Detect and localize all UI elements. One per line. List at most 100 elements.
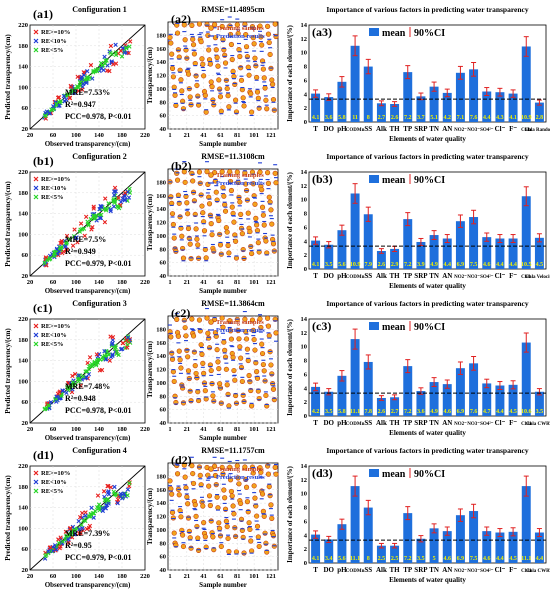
bar-value-label: 5.8 — [338, 115, 346, 121]
training-sample-point — [254, 74, 260, 81]
training-sample-point — [238, 355, 244, 361]
series-y-tick-label: 160 — [156, 193, 166, 200]
training-sample-point — [210, 534, 216, 540]
bar-category-label: SS — [364, 419, 372, 427]
bar-y-tick-label: 12 — [301, 36, 308, 43]
training-sample-point — [168, 486, 174, 492]
training-sample-point — [238, 500, 244, 507]
training-sample-point — [216, 366, 222, 372]
scatter-point — [54, 399, 59, 404]
training-sample-point — [195, 535, 201, 541]
training-sample-point — [224, 523, 230, 530]
scatter-point — [98, 60, 104, 66]
bar-category-label: TN — [429, 125, 439, 133]
training-sample-point — [201, 520, 207, 526]
bar-category-label: pH — [337, 272, 347, 280]
bar-y-tick-label: 4 — [304, 238, 308, 245]
training-sample-point — [273, 330, 279, 336]
scatter-point — [95, 66, 101, 72]
training-sample-point — [215, 63, 221, 69]
bar-value-label: 11.1 — [350, 409, 360, 415]
training-sample-point — [209, 530, 215, 536]
scatter-point — [91, 68, 96, 74]
training-sample-point — [214, 347, 220, 353]
bar-title: Importance of various factors in predict… — [326, 446, 529, 455]
scatter-point — [84, 526, 90, 532]
scatter-point — [118, 48, 124, 54]
training-sample-point — [169, 211, 176, 217]
training-sample-point — [182, 179, 188, 185]
scatter-legend-marker — [33, 323, 39, 329]
scatter-point — [106, 201, 111, 206]
training-sample-point — [252, 347, 258, 353]
training-sample-point — [260, 66, 266, 72]
scatter-y-axis-label: Predicted transparency/(cm) — [4, 328, 12, 414]
training-sample-point — [243, 336, 250, 342]
training-sample-point — [262, 85, 268, 91]
scatter-point — [81, 374, 86, 379]
bar-legend-label-mean: mean — [382, 175, 406, 186]
bar-category-label: T — [313, 419, 318, 427]
training-sample-point — [219, 464, 225, 471]
series-x-axis-label: Sample number — [199, 287, 247, 295]
series-y-tick-label: 60 — [160, 113, 167, 120]
bar-y-axis-label: Importance of each element/(%) — [286, 172, 294, 269]
bar-value-label: 4.4 — [509, 262, 517, 268]
series-legend-label-prediction: Prediction results — [216, 180, 265, 187]
training-sample-point — [250, 181, 256, 187]
scatter-point — [85, 74, 90, 80]
training-sample-point — [206, 335, 212, 341]
training-sample-point — [215, 505, 221, 511]
training-sample-point — [190, 480, 197, 487]
training-sample-point — [178, 77, 184, 83]
bar-value-label: 6.9 — [457, 262, 465, 268]
training-sample-point — [221, 339, 227, 345]
training-sample-point — [178, 225, 184, 231]
training-sample-point — [199, 203, 205, 209]
scatter-point — [83, 214, 89, 220]
training-sample-point — [238, 77, 245, 83]
training-sample-point — [264, 315, 271, 321]
series-legend-marker-training — [208, 466, 214, 472]
scatter-point — [113, 50, 119, 55]
scatter-point — [94, 352, 100, 357]
scatter-point — [88, 62, 94, 68]
scatter-y-tick-label: 220 — [18, 316, 28, 323]
scatter-point — [76, 531, 82, 536]
bar-mean — [508, 93, 518, 122]
series-y-tick-label: 40 — [160, 567, 167, 574]
training-sample-point — [206, 201, 213, 207]
bar-value-label: 4.2 — [444, 115, 452, 121]
scatter-point — [127, 39, 133, 44]
bar-category-label: Alk — [376, 419, 387, 427]
training-sample-point — [185, 71, 192, 77]
bar-mean — [455, 515, 465, 563]
training-sample-point — [217, 86, 223, 92]
scatter-point — [108, 485, 114, 490]
training-sample-point — [200, 61, 206, 67]
bar-value-label: 7.5 — [470, 262, 478, 268]
scatter-point — [76, 373, 81, 378]
bar-category-label: F⁻ — [509, 566, 517, 574]
training-sample-point — [243, 44, 250, 50]
training-sample-point — [170, 515, 176, 521]
scatter-y-tick-label: 220 — [18, 169, 28, 176]
training-sample-point — [249, 548, 255, 554]
bar-y-tick-label: 14 — [301, 316, 308, 323]
series-x-tick-label: 21 — [184, 279, 191, 286]
bar-mean — [403, 72, 413, 122]
series-y-tick-label: 160 — [156, 487, 166, 494]
series-y-tick-label: 120 — [156, 73, 166, 80]
scatter-point — [113, 492, 119, 497]
scatter-point — [72, 527, 77, 532]
bar-mean — [508, 238, 518, 269]
bar-category-label: TH — [390, 419, 401, 427]
scatter-point — [70, 373, 75, 379]
training-sample-point — [249, 109, 255, 115]
scatter-point — [118, 347, 124, 352]
bar-category-label: SO4²⁻ — [480, 421, 494, 427]
scatter-point — [104, 503, 109, 508]
scatter-legend-marker — [33, 29, 39, 35]
bar-value-label: 7.9 — [365, 262, 373, 268]
scatter-point — [79, 522, 84, 528]
